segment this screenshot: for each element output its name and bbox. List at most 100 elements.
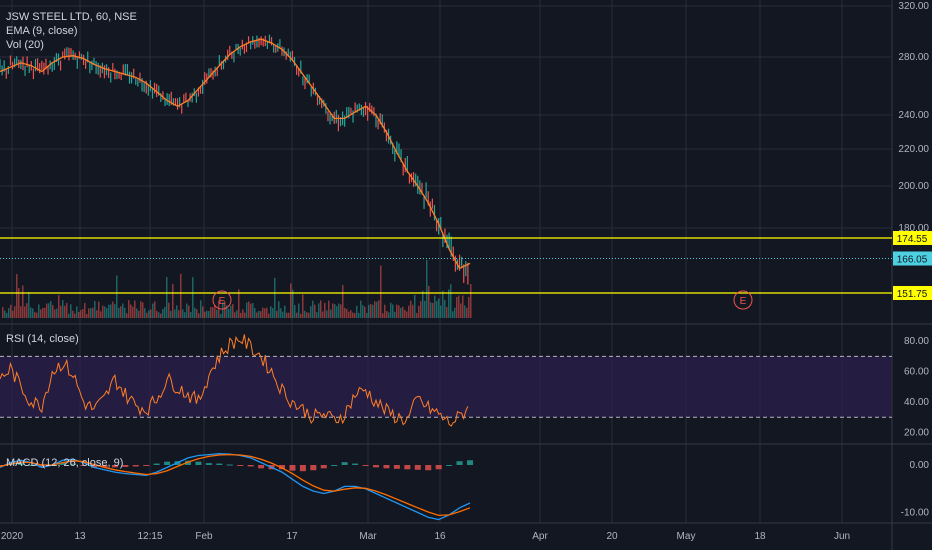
volume-bar xyxy=(404,309,406,318)
macd-histogram-bar xyxy=(289,465,296,471)
volume-bar xyxy=(50,301,52,318)
macd-histogram-bar xyxy=(352,463,359,465)
volume-bar xyxy=(136,308,138,318)
volume-bar xyxy=(54,309,56,318)
volume-bar xyxy=(430,302,432,318)
macd-histogram-bar xyxy=(59,462,66,465)
macd-histogram xyxy=(0,460,473,472)
rsi-label: RSI (14, close) xyxy=(6,333,79,345)
volume-bar xyxy=(240,312,242,318)
macd-y-tick-label: 0.00 xyxy=(910,460,930,471)
volume-bar xyxy=(124,307,126,318)
volume-bar xyxy=(28,291,30,318)
volume-bar xyxy=(52,305,54,318)
macd-histogram-bar xyxy=(446,465,453,466)
rsi-band xyxy=(0,356,892,418)
volume-bar xyxy=(30,307,32,318)
volume-bar xyxy=(226,305,228,318)
last-price-badge xyxy=(893,251,932,266)
x-tick-label: Apr xyxy=(532,531,548,542)
macd-histogram-bar xyxy=(467,460,473,465)
volume-bar xyxy=(104,306,106,318)
volume-bar xyxy=(460,303,462,318)
volume-bar xyxy=(38,304,40,318)
volume-bar xyxy=(62,300,64,318)
macd-histogram-bar xyxy=(373,465,379,468)
x-tick-label: 16 xyxy=(434,531,446,542)
macd-histogram-bar xyxy=(70,463,77,465)
volume-bar xyxy=(332,303,334,318)
macd-histogram-bar xyxy=(404,465,411,470)
volume-bars xyxy=(2,259,472,318)
macd-histogram-bar xyxy=(101,465,108,468)
volume-bar xyxy=(86,313,88,318)
volume-bar xyxy=(358,312,360,318)
volume-bar xyxy=(168,302,170,318)
volume-bar xyxy=(400,307,402,318)
volume-bar xyxy=(438,298,440,318)
volume-bar xyxy=(144,308,146,318)
symbol-label: JSW STEEL LTD, 60, NSE xyxy=(6,11,137,23)
volume-bar xyxy=(138,310,140,318)
volume-bar xyxy=(126,313,128,318)
volume-bar xyxy=(164,307,166,318)
volume-bar xyxy=(190,312,192,318)
volume-bar xyxy=(436,301,438,318)
volume-bar xyxy=(450,284,452,318)
macd-histogram-bar xyxy=(91,465,97,468)
volume-bar xyxy=(108,304,110,318)
macd-histogram-bar xyxy=(164,461,171,465)
x-tick-label: 20 xyxy=(606,531,618,542)
volume-bar xyxy=(170,311,172,318)
volume-bar xyxy=(162,309,164,318)
rsi-y-tick-label: 80.00 xyxy=(904,336,929,347)
volume-bar xyxy=(180,273,182,318)
volume-bar xyxy=(102,305,104,318)
volume-bar xyxy=(372,304,374,318)
macd-histogram-bar xyxy=(414,465,421,470)
volume-bar xyxy=(410,300,412,318)
volume-bar xyxy=(188,305,190,318)
volume-bar xyxy=(300,313,302,318)
volume-bar xyxy=(106,308,108,318)
volume-bar xyxy=(200,300,202,318)
volume-bar xyxy=(328,300,330,318)
y-tick-label: 180.00 xyxy=(898,223,929,234)
volume-bar xyxy=(158,312,160,318)
volume-bar xyxy=(80,310,82,318)
volume-bar xyxy=(166,277,168,318)
volume-bar xyxy=(92,307,94,318)
volume-bar xyxy=(228,308,230,318)
volume-bar xyxy=(64,305,66,318)
y-tick-label: 320.00 xyxy=(898,1,929,12)
volume-bar xyxy=(72,310,74,318)
rsi-legend: RSI (14, close) xyxy=(6,332,79,346)
volume-bar xyxy=(10,304,12,318)
volume-bar xyxy=(442,290,444,318)
main-legend: JSW STEEL LTD, 60, NSE EMA (9, close) Vo… xyxy=(6,10,137,52)
volume-bar xyxy=(32,308,34,318)
volume-bar xyxy=(76,306,78,318)
volume-bar xyxy=(74,313,76,318)
volume-bar xyxy=(232,304,234,318)
volume-bar xyxy=(202,306,204,318)
volume-bar xyxy=(90,308,92,318)
volume-bar xyxy=(118,307,120,318)
volume-bar xyxy=(6,312,8,318)
volume-bar xyxy=(24,306,26,318)
volume-bar xyxy=(146,312,148,318)
volume-bar xyxy=(66,302,68,318)
macd-y-tick-label: -10.00 xyxy=(901,508,930,519)
volume-bar xyxy=(114,304,116,318)
volume-bar xyxy=(262,307,264,318)
volume-bar xyxy=(84,302,86,318)
volume-bar xyxy=(208,310,210,318)
volume-bar xyxy=(396,304,398,318)
event-label: E xyxy=(740,296,747,307)
macd-histogram-bar xyxy=(299,465,306,472)
volume-bar xyxy=(336,306,338,318)
volume-bar xyxy=(308,312,310,318)
rsi-y-tick-label: 20.00 xyxy=(904,427,929,438)
volume-bar xyxy=(120,306,122,318)
